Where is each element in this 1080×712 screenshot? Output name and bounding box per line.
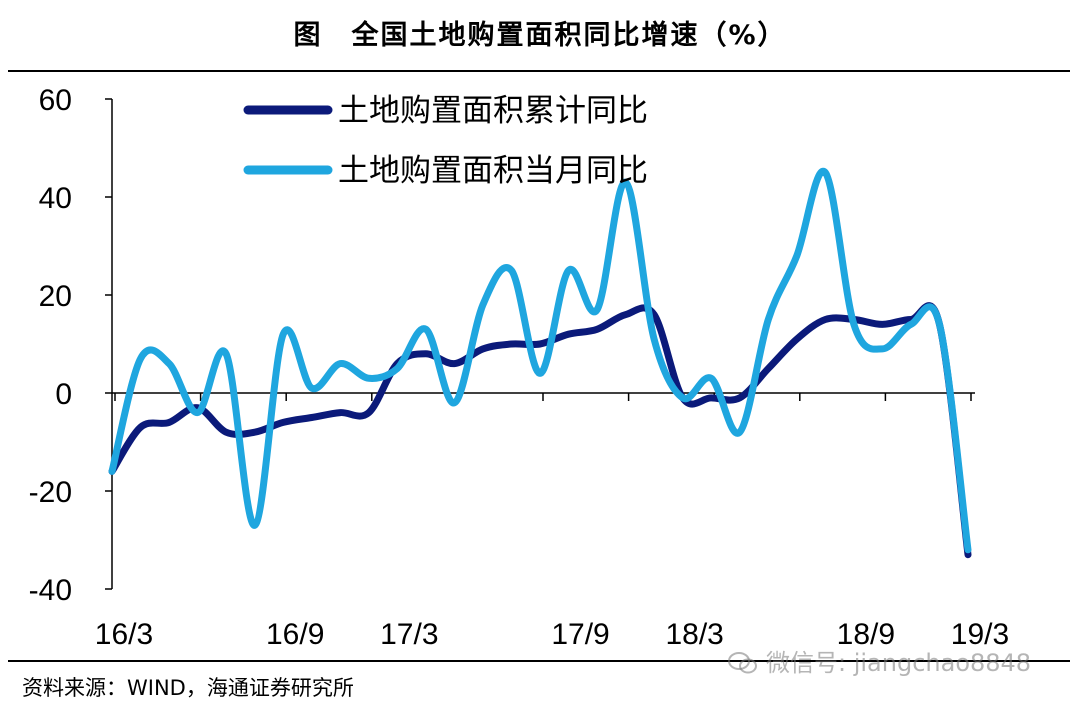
x-tick-label: 17/9 <box>551 618 609 651</box>
series-2-point <box>137 355 144 362</box>
x-tick-label: 19/3 <box>951 618 1009 651</box>
legend-label-2: 土地购置面积当月同比 <box>338 153 648 189</box>
series-1-point <box>537 341 544 348</box>
series-1-point <box>793 336 800 343</box>
series-1-point <box>337 409 344 416</box>
watermark: 微信号: jiangchao8848 <box>728 643 1031 678</box>
source-note: 资料来源：WIND，海通证券研究所 <box>22 676 354 700</box>
series-2-point <box>251 522 258 529</box>
series-1-point <box>708 394 715 401</box>
series-1-point <box>736 394 743 401</box>
series-1-point <box>451 360 458 367</box>
watermark-text: 微信号: jiangchao8848 <box>766 649 1032 677</box>
series-1-point <box>166 419 173 426</box>
series-2-point <box>822 169 829 176</box>
series-2-point <box>194 409 201 416</box>
series-1-point <box>365 409 372 416</box>
series-2-point <box>337 360 344 367</box>
series-1-point <box>508 341 515 348</box>
series-2-point <box>793 252 800 259</box>
series-2-point <box>508 267 515 274</box>
y-tick-label: 60 <box>39 84 72 117</box>
line-chart: -40 -20 0 20 40 60 16/3 16/9 17/3 17/9 18/3 18/9 19/… <box>29 84 1010 651</box>
series-2-point <box>537 370 544 377</box>
series-2-point <box>907 321 914 328</box>
y-tick-label: -40 <box>29 574 72 607</box>
series-2-point <box>708 375 715 382</box>
series-2-point <box>394 365 401 372</box>
series-1-point <box>479 345 486 352</box>
series-2-point <box>308 385 315 392</box>
axes: -40 -20 0 20 40 60 16/3 16/9 17/3 17/9 18/3 18/9 19/… <box>29 84 1010 651</box>
wechat-icon <box>728 652 757 674</box>
series-2-point <box>422 326 429 333</box>
x-tick-label: 16/9 <box>266 618 324 651</box>
series-2-point <box>365 375 372 382</box>
x-tick-label: 16/3 <box>95 618 153 651</box>
series-2-point <box>280 331 287 338</box>
series-2-point <box>651 336 658 343</box>
series-line-2 <box>108 167 972 554</box>
series-2-point <box>850 321 857 328</box>
y-tick-label: 20 <box>39 280 72 313</box>
series-1-point <box>308 414 315 421</box>
series-1-point <box>622 311 629 318</box>
y-tick-label: -20 <box>29 476 72 509</box>
series-2-point <box>765 316 772 323</box>
series-2-point <box>936 321 943 328</box>
series-1-point <box>422 350 429 357</box>
y-tick-label: 40 <box>39 182 72 215</box>
series-1-point <box>280 419 287 426</box>
series-2-point <box>451 399 458 406</box>
series-2-point <box>594 306 601 313</box>
series-2-point <box>679 394 686 401</box>
series-1-point <box>879 321 886 328</box>
series-1-point <box>223 429 230 436</box>
series-2-point <box>736 429 743 436</box>
series-2-point <box>479 301 486 308</box>
series-2-point <box>565 267 572 274</box>
y-tick-label: 0 <box>55 378 72 411</box>
series-2-point <box>109 468 116 475</box>
series-1-point <box>765 365 772 372</box>
series-1-point <box>565 331 572 338</box>
series-layer <box>108 167 972 559</box>
series-1-point <box>251 429 258 436</box>
x-tick-label: 17/3 <box>380 618 438 651</box>
top-rule <box>8 70 1070 72</box>
legend-label-1: 土地购置面积累计同比 <box>338 93 648 129</box>
series-1-point <box>137 424 144 431</box>
bottom-rule <box>8 660 1070 662</box>
figure-title: 图 全国土地购置面积同比增速（%） <box>293 19 787 51</box>
series-1-point <box>594 326 601 333</box>
series-2-point <box>965 546 972 553</box>
x-tick-label: 18/9 <box>837 618 895 651</box>
series-1-point <box>822 316 829 323</box>
x-tick-label: 18/3 <box>665 618 723 651</box>
series-2-point <box>223 350 230 357</box>
series-2-point <box>879 345 886 352</box>
series-2-point <box>166 360 173 367</box>
